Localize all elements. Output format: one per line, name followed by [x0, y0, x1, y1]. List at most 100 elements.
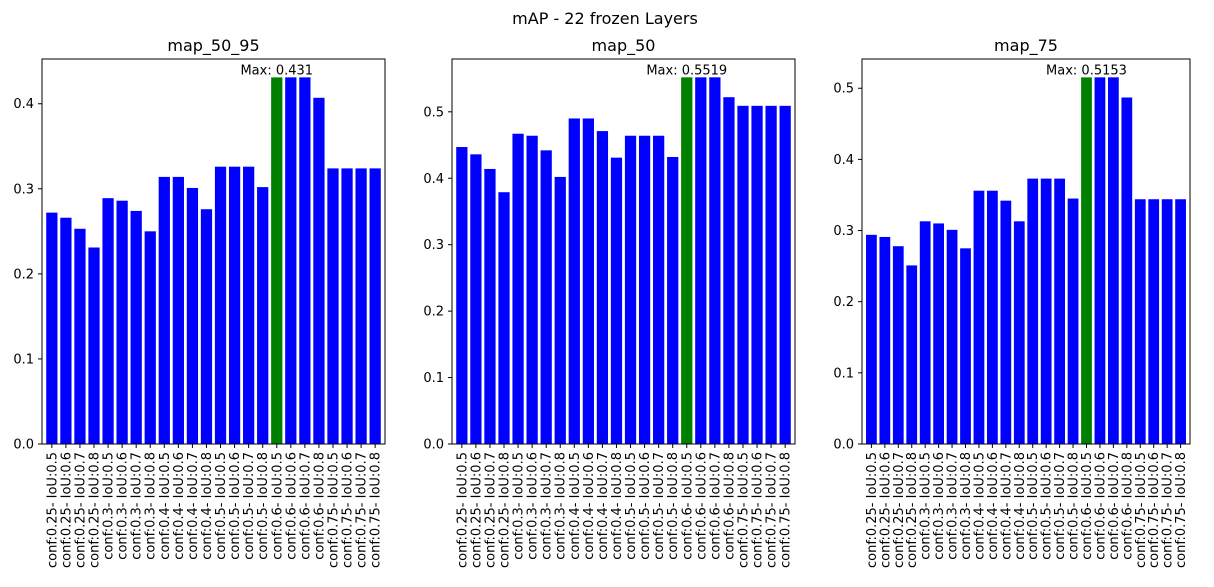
bar — [624, 135, 637, 444]
bar — [46, 212, 58, 444]
bar — [313, 97, 325, 444]
x-tick-label: conf:0.6- IoU:0.7 — [708, 452, 723, 560]
x-tick-label: conf:0.5- IoU:0.6 — [228, 452, 243, 560]
x-tick-label: conf:0.25- IoU:0.8 — [498, 452, 513, 568]
bar — [60, 217, 72, 444]
x-tick-label: conf:0.4- IoU:0.8 — [200, 452, 215, 560]
max-annotation: Max: 0.5519 — [646, 63, 727, 78]
bar — [638, 135, 651, 444]
bar — [1067, 198, 1079, 444]
max-annotation: Max: 0.5153 — [1046, 63, 1127, 78]
x-tick-label: conf:0.6- IoU:0.8 — [1120, 452, 1135, 560]
bar-max — [1081, 77, 1092, 444]
bar — [498, 192, 510, 444]
y-tick-label: 0.2 — [423, 305, 444, 320]
subplot-map_50: map_50 0.0 0.1 0.2 0.3 0.4 0.5 conf:0.25- IoU:0… — [423, 36, 796, 568]
max-annotation: Max: 0.431 — [240, 63, 313, 78]
x-tick-label: conf:0.5- IoU:0.8 — [1067, 452, 1082, 560]
x-tick-label: conf:0.75- IoU:0.8 — [1174, 452, 1189, 568]
bar-max — [271, 77, 283, 444]
bar — [144, 231, 156, 444]
bar — [933, 223, 944, 444]
bar — [327, 168, 339, 444]
x-tick-label: conf:0.25- IoU:0.7 — [892, 452, 907, 568]
bar — [540, 150, 552, 445]
x-tick-label: conf:0.3- IoU:0.7 — [130, 452, 145, 560]
y-tick-label: 0.1 — [833, 366, 854, 381]
subplot-title: map_50_95 — [167, 36, 259, 56]
x-tick-label: conf:0.25- IoU:0.5 — [45, 452, 60, 568]
bar — [1121, 97, 1133, 444]
x-tick-label: conf:0.25- IoU:0.6 — [878, 452, 893, 568]
bar — [554, 176, 566, 445]
bar — [512, 133, 524, 444]
y-tick-label: 0.4 — [13, 97, 34, 112]
bar — [102, 198, 114, 444]
bar — [695, 77, 707, 445]
x-tick-label: conf:0.6- IoU:0.5 — [270, 452, 285, 560]
bar — [299, 77, 311, 444]
x-tick-label: conf:0.75- IoU:0.5 — [736, 452, 751, 568]
axes-frame — [41, 58, 386, 445]
bar — [74, 228, 86, 444]
subplot-title: map_75 — [994, 36, 1058, 56]
y-tick-label: 0.5 — [833, 82, 854, 97]
bar — [973, 190, 985, 444]
bar — [172, 176, 184, 444]
x-tick-label: conf:0.5- IoU:0.5 — [214, 452, 229, 560]
x-tick-label: conf:0.25- IoU:0.8 — [88, 452, 103, 568]
x-tick-label: conf:0.25- IoU:0.5 — [455, 452, 470, 568]
bar — [526, 135, 538, 444]
bar — [779, 105, 791, 444]
bar — [987, 190, 998, 444]
bar — [285, 77, 297, 444]
bar — [582, 118, 594, 444]
x-tick-label: conf:0.4- IoU:0.5 — [972, 452, 987, 560]
x-tick-label: conf:0.3- IoU:0.8 — [959, 452, 974, 560]
x-tick-label: conf:0.3- IoU:0.6 — [116, 452, 131, 560]
x-tick-label: conf:0.4- IoU:0.7 — [999, 452, 1014, 560]
x-tick-label: conf:0.25- IoU:0.5 — [865, 452, 880, 568]
x-tick-label: conf:0.75- IoU:0.8 — [779, 452, 794, 568]
y-tick-label: 0.3 — [13, 182, 34, 197]
x-tick-label: conf:0.5- IoU:0.6 — [638, 452, 653, 560]
x-tick-label: conf:0.5- IoU:0.8 — [666, 452, 681, 560]
x-tick-label: conf:0.6- IoU:0.6 — [694, 452, 709, 560]
bar — [751, 105, 763, 444]
y-tick-label: 0.0 — [423, 438, 444, 453]
x-tick-label: conf:0.5- IoU:0.7 — [242, 452, 257, 560]
bar — [568, 118, 580, 444]
bar — [1000, 200, 1012, 444]
bar-max — [681, 77, 693, 445]
y-tick-label: 0.4 — [423, 172, 444, 187]
bar — [1094, 77, 1106, 444]
bar — [906, 265, 918, 444]
x-tick-label: conf:0.25- IoU:0.7 — [483, 452, 498, 568]
x-tick-label: conf:0.4- IoU:0.5 — [568, 452, 583, 560]
y-tick-label: 0.1 — [13, 352, 34, 367]
x-tick-label: conf:0.75- IoU:0.5 — [326, 452, 341, 568]
bar — [1040, 178, 1052, 444]
subplot-map_75: map_75 0.0 0.1 0.2 0.3 0.4 0.5 conf:0.25- IoU:0… — [833, 36, 1191, 568]
bar — [1013, 221, 1025, 444]
bar — [158, 176, 170, 444]
x-tick-label: conf:0.5- IoU:0.5 — [624, 452, 639, 560]
x-tick-label: conf:0.4- IoU:0.8 — [610, 452, 625, 560]
x-tick-label: conf:0.6- IoU:0.5 — [680, 452, 695, 560]
x-tick-label: conf:0.6- IoU:0.5 — [1080, 452, 1095, 560]
bar — [355, 168, 367, 444]
x-tick-label: conf:0.5- IoU:0.5 — [1026, 452, 1041, 560]
bar — [1108, 77, 1119, 444]
bar — [484, 168, 496, 444]
y-tick-label: 0.2 — [13, 267, 34, 282]
x-tick-label: conf:0.4- IoU:0.7 — [596, 452, 611, 560]
x-tick-label: conf:0.6- IoU:0.8 — [312, 452, 327, 560]
bar — [243, 166, 255, 445]
x-tick-label: conf:0.75- IoU:0.5 — [1134, 452, 1149, 568]
bar — [257, 187, 269, 444]
x-tick-label: conf:0.75- IoU:0.7 — [355, 452, 370, 568]
bar — [88, 247, 100, 444]
x-tick-label: conf:0.5- IoU:0.7 — [652, 452, 667, 560]
bar — [1027, 178, 1039, 444]
